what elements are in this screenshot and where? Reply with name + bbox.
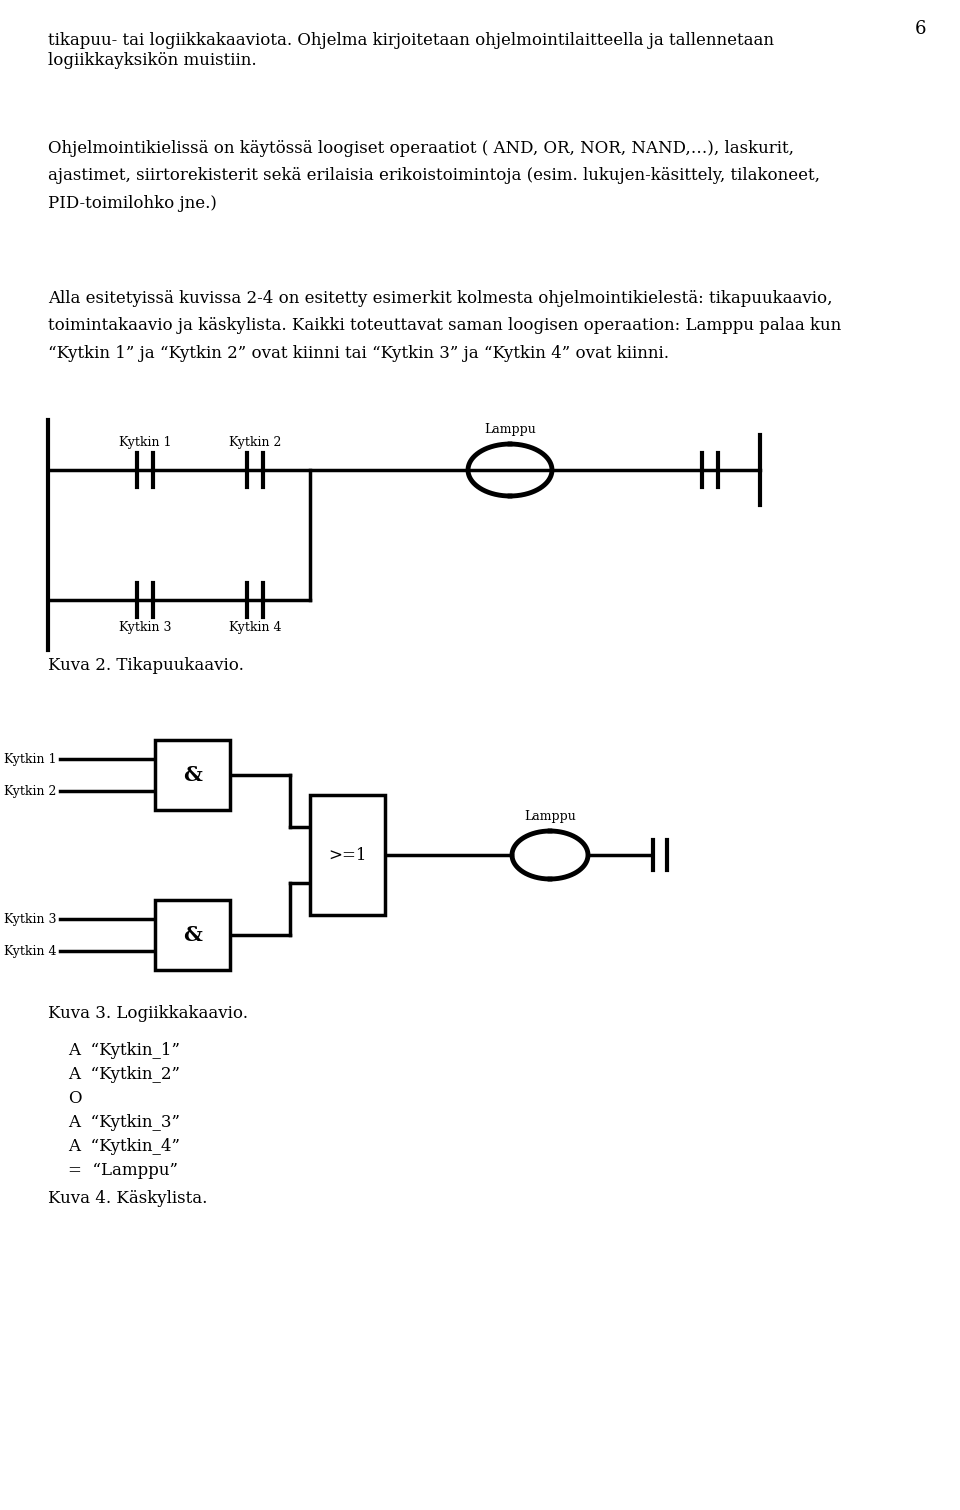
Text: Kuva 4. Käskylista.: Kuva 4. Käskylista. xyxy=(48,1190,207,1206)
Text: Kytkin 4: Kytkin 4 xyxy=(228,621,281,634)
Text: A  “Kytkin_2”: A “Kytkin_2” xyxy=(68,1066,180,1083)
Text: Kytkin 3: Kytkin 3 xyxy=(4,912,56,926)
Text: Lamppu: Lamppu xyxy=(484,423,536,436)
Text: &: & xyxy=(183,766,202,785)
Text: &: & xyxy=(183,926,202,945)
Text: A  “Kytkin_3”: A “Kytkin_3” xyxy=(68,1114,180,1131)
Text: Ohjelmointikielissä on käytössä loogiset operaatiot ( AND, OR, NOR, NAND,…), las: Ohjelmointikielissä on käytössä loogiset… xyxy=(48,140,820,211)
Text: Kuva 3. Logiikkakaavio.: Kuva 3. Logiikkakaavio. xyxy=(48,1006,248,1022)
Text: tikapuu- tai logiikkakaaviota. Ohjelma kirjoitetaan ohjelmointilaitteella ja tal: tikapuu- tai logiikkakaaviota. Ohjelma k… xyxy=(48,32,774,68)
Text: 6: 6 xyxy=(914,20,925,38)
Bar xyxy=(155,740,230,809)
Text: Kytkin 1: Kytkin 1 xyxy=(119,436,171,448)
Text: Kytkin 2: Kytkin 2 xyxy=(4,785,56,797)
Bar xyxy=(310,794,385,915)
Text: Kytkin 1: Kytkin 1 xyxy=(4,752,56,766)
Text: Kuva 2. Tikapuukaavio.: Kuva 2. Tikapuukaavio. xyxy=(48,657,244,673)
Text: Lamppu: Lamppu xyxy=(524,809,576,823)
Text: >=1: >=1 xyxy=(328,847,367,864)
Text: Kytkin 3: Kytkin 3 xyxy=(119,621,171,634)
Text: Kytkin 2: Kytkin 2 xyxy=(228,436,281,448)
Bar xyxy=(155,900,230,969)
Text: Kytkin 4: Kytkin 4 xyxy=(4,944,56,957)
Text: =  “Lamppu”: = “Lamppu” xyxy=(68,1163,178,1179)
Text: A  “Kytkin_4”: A “Kytkin_4” xyxy=(68,1139,180,1155)
Text: A  “Kytkin_1”: A “Kytkin_1” xyxy=(68,1042,180,1059)
Text: Alla esitetyissä kuvissa 2-4 on esitetty esimerkit kolmesta ohjelmointikielestä:: Alla esitetyissä kuvissa 2-4 on esitetty… xyxy=(48,290,841,362)
Text: O: O xyxy=(68,1090,82,1107)
